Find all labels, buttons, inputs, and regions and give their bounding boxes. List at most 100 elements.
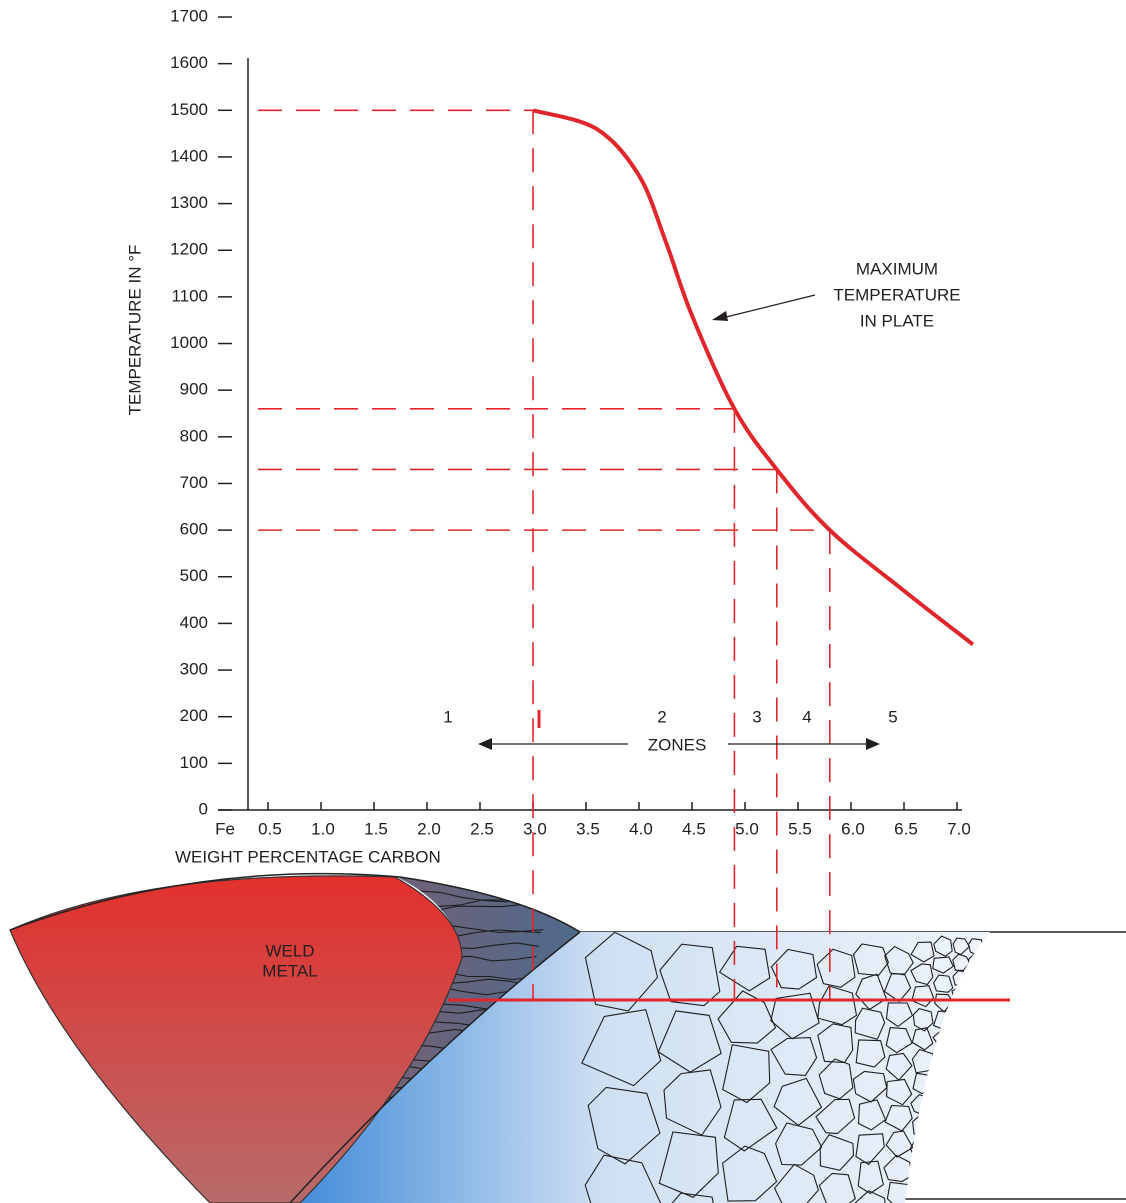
y-tick-label: 700 [180, 473, 208, 492]
grain [984, 1053, 1000, 1068]
grain [984, 958, 1000, 973]
grain [952, 1116, 967, 1131]
x-tick-label: 2.0 [417, 819, 441, 838]
y-tick-label: 100 [180, 753, 208, 772]
arrowhead [712, 311, 728, 321]
grain [953, 1146, 969, 1162]
grain [934, 1157, 952, 1175]
grain [984, 1150, 1001, 1165]
y-tick-label: 1500 [170, 100, 208, 119]
grain [952, 1034, 968, 1051]
y-tick-label: 300 [180, 660, 208, 679]
x-tick-label: Fe [215, 819, 235, 838]
grain [951, 1178, 969, 1196]
grain [952, 1084, 967, 1099]
temperature-curve [533, 110, 973, 644]
grain [933, 1123, 952, 1139]
grain [934, 1176, 953, 1195]
grain [968, 1147, 983, 1162]
y-axis-label: TEMPERATURE IN °F [125, 245, 144, 416]
grain [985, 1164, 1001, 1180]
grain [969, 1066, 983, 1082]
annotation: MAXIMUM [856, 259, 938, 278]
zones-label: ZONES [648, 735, 707, 754]
y-tick-label: 400 [180, 613, 208, 632]
x-tick-label: 5.5 [788, 819, 812, 838]
grain [984, 1100, 1002, 1116]
x-tick-label: 0.5 [258, 819, 282, 838]
grain [983, 1117, 1002, 1133]
grain [934, 1084, 953, 1102]
y-tick-label: 500 [180, 566, 208, 585]
grain [968, 1114, 984, 1131]
grain [969, 1097, 984, 1114]
x-tick-label: 1.5 [364, 819, 388, 838]
grain [951, 1049, 967, 1065]
grain [984, 972, 1002, 988]
chart: WELD METAL TEMPERATURE IN °F WEIGHT PERC… [0, 0, 1126, 1203]
annotation-arrow [718, 295, 815, 319]
grain [984, 1085, 1000, 1100]
y-tick-label: 800 [180, 426, 208, 445]
zone-label: 1 [443, 707, 452, 726]
x-tick-label: 3.5 [576, 819, 600, 838]
weld-label: METAL [262, 961, 317, 980]
grain [935, 1049, 953, 1067]
x-tick-label: 4.0 [629, 819, 653, 838]
x-tick-label: 7.0 [947, 819, 971, 838]
x-tick-label: 1.0 [311, 819, 335, 838]
x-tick-label: 5.0 [735, 819, 759, 838]
page: WELD METAL TEMPERATURE IN °F WEIGHT PERC… [0, 0, 1126, 1203]
y-tick-label: 200 [180, 706, 208, 725]
grain [968, 1083, 985, 1099]
grain [968, 1163, 984, 1180]
grain [985, 1180, 1000, 1197]
grain [984, 1003, 1000, 1020]
y-tick-label: 0 [199, 799, 208, 818]
y-tick-label: 1700 [170, 6, 208, 25]
zone-label: 3 [752, 707, 761, 726]
y-tick-label: 1000 [170, 333, 208, 352]
grain [984, 1069, 999, 1084]
grain [952, 1098, 968, 1114]
zone-label: 4 [802, 707, 811, 726]
grain [984, 1037, 1000, 1052]
x-tick-label: 6.5 [894, 819, 918, 838]
weld-illustration: WELD METAL [10, 874, 1126, 1203]
grain [983, 1021, 1000, 1038]
y-tick-label: 600 [180, 520, 208, 539]
grain [952, 1129, 968, 1147]
arrowhead [478, 738, 492, 750]
x-tick-label: 3.0 [523, 819, 547, 838]
grain [934, 1103, 951, 1123]
grain [951, 1066, 969, 1082]
zone-label: 5 [888, 707, 897, 726]
annotation: IN PLATE [860, 311, 934, 330]
grain [968, 1179, 985, 1193]
weld-label: WELD [265, 941, 314, 960]
arrowhead [866, 738, 880, 750]
grain [934, 1141, 952, 1159]
grain [985, 941, 1001, 958]
y-tick-label: 1200 [170, 240, 208, 259]
grain [968, 971, 985, 987]
annotation: TEMPERATURE [833, 285, 960, 304]
grain [952, 1163, 968, 1178]
grain [935, 1068, 952, 1086]
x-tick-label: 6.0 [841, 819, 865, 838]
grain [969, 1018, 984, 1034]
x-tick-label: 4.5 [682, 819, 706, 838]
grain [969, 1002, 985, 1018]
x-tick-label: 2.5 [470, 819, 494, 838]
grain [984, 1134, 1000, 1148]
grain [967, 1131, 985, 1148]
zone-label: 2 [657, 707, 666, 726]
grain [968, 1034, 984, 1049]
grain [984, 987, 1001, 1004]
grain [953, 1004, 968, 1019]
grain [911, 1183, 933, 1203]
grain [968, 1051, 986, 1066]
y-tick-label: 1600 [170, 53, 208, 72]
x-axis-label: WEIGHT PERCENTAGE CARBON [175, 847, 441, 866]
y-tick-label: 1300 [170, 193, 208, 212]
